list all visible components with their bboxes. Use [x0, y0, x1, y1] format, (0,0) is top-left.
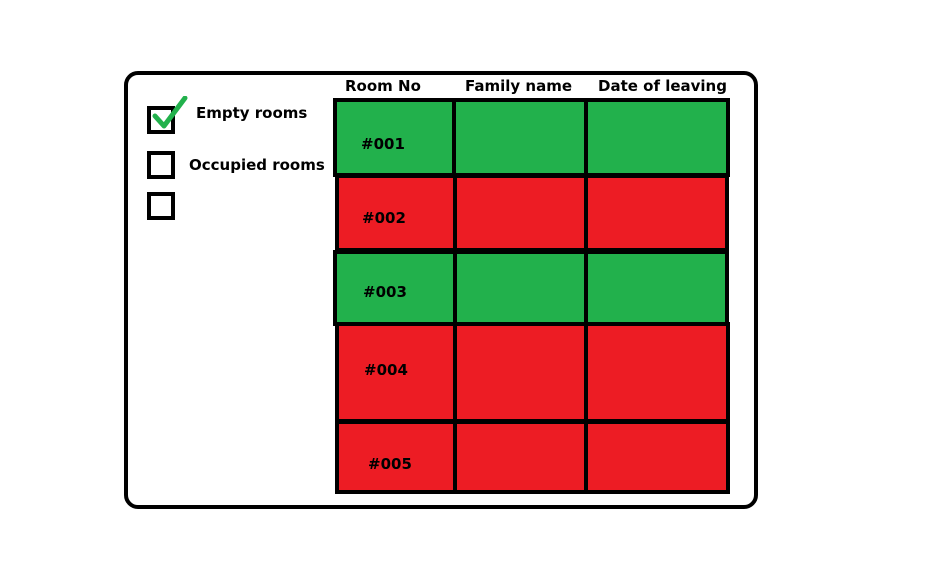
family-name-cell-002[interactable]: [453, 174, 588, 252]
empty-rooms-checkbox[interactable]: [147, 96, 188, 134]
room-number-label: #003: [363, 283, 407, 301]
family-name-cell-001[interactable]: [452, 98, 588, 177]
date-of-leaving-cell-002[interactable]: [584, 174, 729, 252]
family-name-cell-005[interactable]: [453, 420, 588, 494]
column-header-family-name: Family name: [465, 77, 573, 95]
unlabeled-checkbox[interactable]: [147, 192, 175, 220]
room-number-label: #002: [362, 209, 406, 227]
family-name-cell-004[interactable]: [453, 322, 588, 423]
column-header-date-of-leaving: Date of leaving: [598, 77, 727, 95]
room-number-label: #001: [361, 135, 405, 153]
column-header-room-no: Room No: [345, 77, 421, 95]
room-number-label: #004: [364, 361, 408, 379]
empty-rooms-label: Empty rooms: [196, 103, 308, 122]
occupied-rooms-label: Occupied rooms: [189, 156, 325, 174]
occupied-rooms-checkbox[interactable]: [147, 151, 175, 179]
filter-empty-rooms[interactable]: Empty rooms: [147, 96, 308, 134]
date-of-leaving-cell-003[interactable]: [584, 250, 729, 326]
room-number-label: #005: [368, 455, 412, 473]
date-of-leaving-cell-004[interactable]: [584, 322, 730, 423]
filter-unlabeled[interactable]: [147, 192, 175, 220]
family-name-cell-003[interactable]: [453, 250, 588, 326]
filter-occupied-rooms[interactable]: Occupied rooms: [147, 151, 325, 179]
date-of-leaving-cell-001[interactable]: [584, 98, 730, 177]
date-of-leaving-cell-005[interactable]: [584, 420, 730, 494]
